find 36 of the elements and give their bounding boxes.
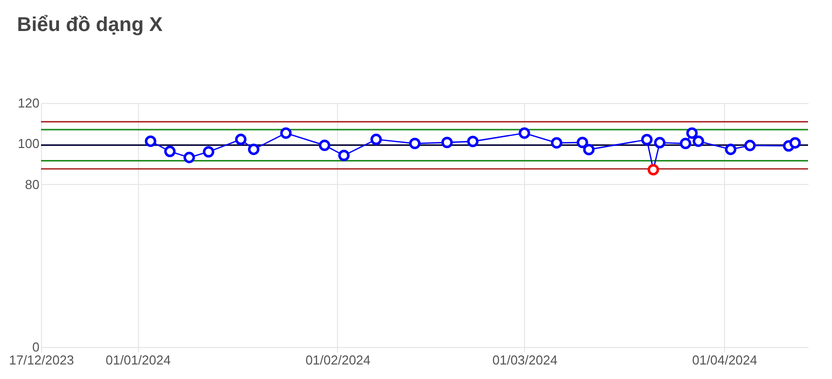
y-tick-label: 0 xyxy=(32,340,40,354)
point xyxy=(184,152,195,164)
point xyxy=(654,136,666,148)
point xyxy=(680,138,692,150)
point xyxy=(686,127,698,139)
y-tick-label: 80 xyxy=(25,176,40,192)
point xyxy=(518,127,530,139)
x-tick-label: 01/04/2024 xyxy=(692,352,758,368)
point xyxy=(576,136,588,148)
x-tick-label: 01/02/2024 xyxy=(305,352,371,368)
point xyxy=(583,144,595,156)
point xyxy=(248,144,260,156)
x-tick-label: 17/12/2023 xyxy=(8,352,74,368)
point xyxy=(724,144,736,156)
point xyxy=(550,137,562,149)
point xyxy=(648,164,660,176)
point xyxy=(641,134,653,146)
point xyxy=(789,137,801,149)
y-tick-label: 120 xyxy=(18,96,40,110)
point xyxy=(318,140,330,152)
x-tick-label: 01/01/2024 xyxy=(106,352,171,368)
point xyxy=(202,146,214,158)
point xyxy=(441,136,453,148)
point xyxy=(235,134,247,146)
point xyxy=(144,136,156,147)
point xyxy=(692,136,704,147)
point xyxy=(280,127,292,139)
point xyxy=(744,140,756,152)
point xyxy=(338,150,350,162)
chart-title: Biểu đồ dạng X xyxy=(17,14,164,36)
y-tick-label: 100 xyxy=(18,136,40,152)
point xyxy=(409,138,421,150)
point xyxy=(370,134,382,146)
x-tick-label: 01/03/2024 xyxy=(492,352,558,368)
point xyxy=(164,146,176,158)
point xyxy=(467,136,479,148)
